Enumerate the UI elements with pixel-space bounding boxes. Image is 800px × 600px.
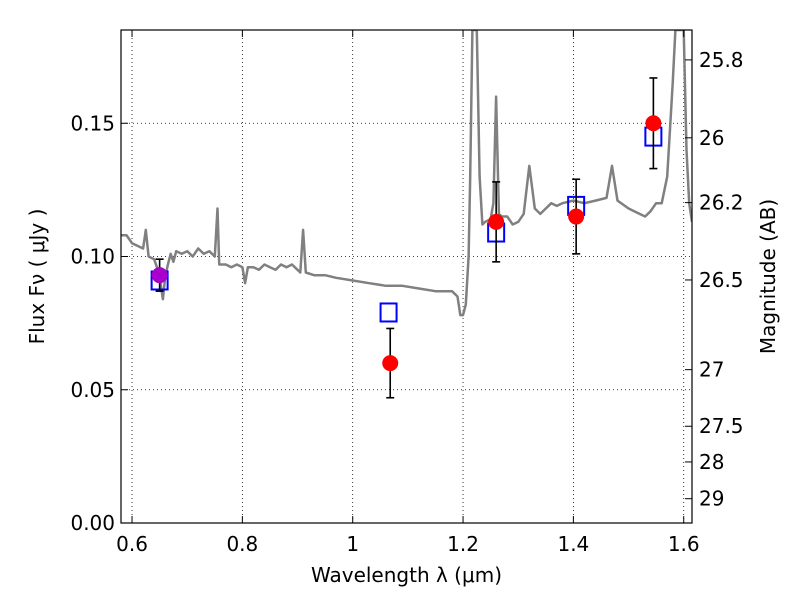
model-spectrum-line — [121, 30, 692, 317]
mag-tick-label: 27.5 — [699, 414, 744, 438]
y-tick-label: 0.15 — [70, 111, 115, 135]
plot-frame — [120, 29, 693, 524]
axis-labels: 0.6 0.8 1 1.2 1.4 1.6 0.00 0.05 0.10 0.15 25.8 26 26… — [25, 48, 780, 587]
x-tick-label: 1.6 — [668, 532, 700, 556]
y-tick-label: 0.05 — [70, 378, 115, 402]
observed-point — [488, 213, 505, 230]
mag-tick-label: 29 — [699, 487, 724, 511]
mag-tick-label: 26.5 — [699, 268, 744, 292]
x-tick-label: 1 — [346, 532, 359, 556]
y-tick-label: 0.00 — [70, 511, 115, 535]
mag-tick-label: 25.8 — [699, 48, 744, 72]
y-axis-label: Flux Fν ( μJy ) — [25, 209, 49, 345]
x-tick-label: 1.2 — [447, 532, 479, 556]
x-tick-label: 1.4 — [557, 532, 589, 556]
axis-ticks — [121, 30, 692, 524]
y-tick-label: 0.10 — [70, 245, 115, 269]
observed-point — [382, 355, 399, 372]
observed-point — [568, 208, 585, 225]
x-tick-label: 0.6 — [116, 532, 148, 556]
x-tick-label: 0.8 — [226, 532, 258, 556]
observed-point — [645, 115, 662, 132]
mag-tick-label: 26.2 — [699, 191, 744, 215]
plot-area — [121, 30, 692, 399]
y-axis-label-right: Magnitude (AB) — [756, 199, 780, 354]
mag-tick-label: 27 — [699, 358, 724, 382]
model-photometry-square — [379, 302, 398, 323]
mag-tick-label: 26 — [699, 126, 724, 150]
x-axis-label: Wavelength λ (μm) — [311, 563, 502, 587]
observed-point — [151, 267, 168, 284]
mag-tick-label: 28 — [699, 450, 724, 474]
